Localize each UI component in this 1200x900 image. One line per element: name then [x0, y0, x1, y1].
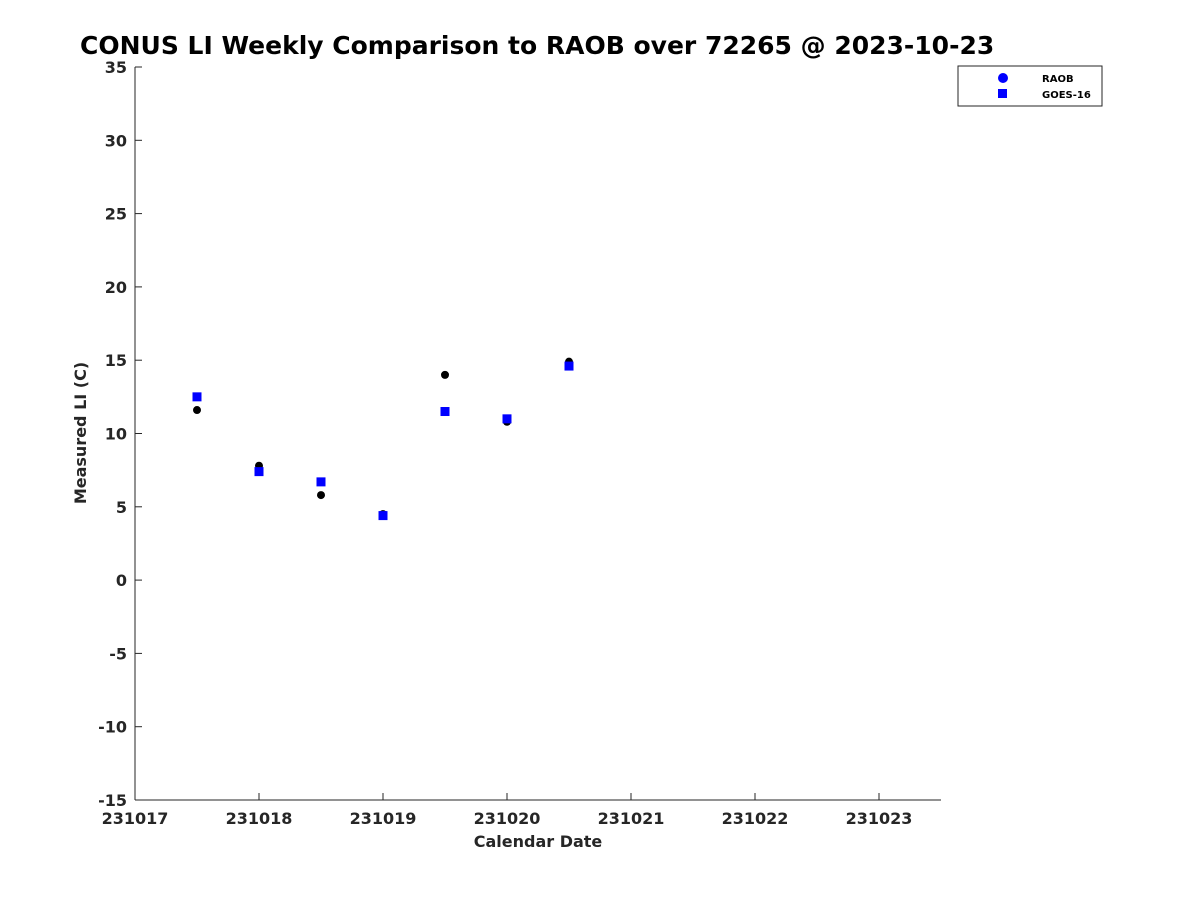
y-tick-label: -15: [98, 791, 127, 810]
legend: RAOB GOES-16: [957, 65, 1103, 107]
y-tick-label: -10: [98, 718, 127, 737]
x-tick-label: 231020: [474, 809, 541, 828]
y-tick-label: 15: [105, 351, 127, 370]
y-ticks: -15 -10 -5 0 5 10 15 20 25 30 35: [98, 58, 142, 810]
goes16-point: [192, 392, 202, 402]
x-tick-label: 231018: [226, 809, 293, 828]
y-tick-label: 10: [105, 425, 127, 444]
legend-box: [957, 65, 1103, 107]
legend-goes-label: GOES-16: [1042, 90, 1091, 101]
legend-goes-marker: [998, 89, 1007, 98]
y-axis-label: Measured LI (C): [71, 362, 90, 504]
legend-raob-label: RAOB: [1042, 74, 1074, 85]
raob-point: [317, 491, 325, 500]
legend-raob-marker: [998, 73, 1008, 83]
x-axis-label: Calendar Date: [474, 832, 603, 851]
goes16-point: [378, 511, 388, 521]
y-tick-label: -5: [109, 644, 127, 663]
x-tick-label: 231022: [722, 809, 789, 828]
y-tick-label: 5: [116, 498, 127, 517]
y-tick-label: 20: [105, 278, 127, 297]
goes16-point: [564, 361, 574, 371]
chart-title: CONUS LI Weekly Comparison to RAOB over …: [80, 31, 994, 60]
data-points: [192, 357, 574, 521]
goes16-point: [316, 477, 326, 487]
y-tick-label: 25: [105, 205, 127, 224]
y-tick-label: 0: [116, 571, 127, 590]
raob-point: [441, 370, 449, 379]
x-ticks: 231017 231018 231019 231020 231021 231022 2310…: [102, 793, 913, 828]
goes16-point: [502, 414, 512, 424]
x-tick-label: 231019: [350, 809, 417, 828]
y-tick-label: 35: [105, 58, 127, 77]
goes16-point: [440, 407, 450, 417]
goes16-point: [254, 467, 264, 477]
y-tick-label: 30: [105, 131, 127, 150]
x-tick-label: 231021: [598, 809, 665, 828]
raob-point: [193, 406, 201, 415]
x-tick-label: 231017: [102, 809, 169, 828]
x-tick-label: 231023: [846, 809, 913, 828]
